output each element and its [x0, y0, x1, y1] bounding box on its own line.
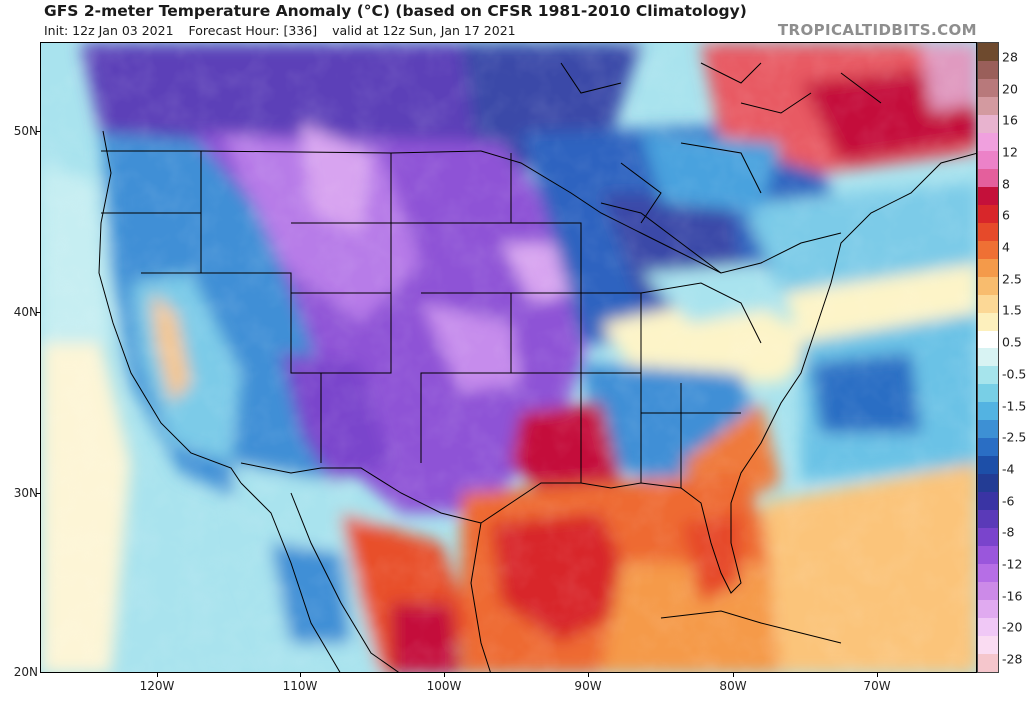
canada-islands: [560, 62, 882, 114]
colorbar-label: -0.5: [1002, 366, 1027, 382]
mexico-pacific-coast: [290, 492, 400, 672]
border-lakes: [480, 150, 842, 274]
colorbar: [977, 42, 999, 673]
colorbar-label: -2.5: [1002, 429, 1027, 445]
colorbar-swatch: [978, 582, 998, 601]
colorbar-label: 20: [1002, 81, 1018, 97]
colorbar-swatch: [978, 150, 998, 169]
field-texture: [41, 43, 976, 672]
map-title: GFS 2-meter Temperature Anomaly (°C) (ba…: [44, 2, 747, 20]
anomaly-map: [40, 42, 977, 673]
colorbar-label: 28: [1002, 49, 1018, 65]
colorbar-swatch: [978, 222, 998, 241]
boundaries: [98, 62, 976, 672]
colorbar-swatch: [978, 474, 998, 493]
great-lakes-outline: [600, 142, 762, 274]
colorbar-swatch: [978, 528, 998, 547]
lon-label-100w: 100W: [426, 679, 462, 693]
colorbar-label: -20: [1002, 619, 1023, 635]
colorbar-swatch: [978, 653, 998, 672]
colorbar-label: 0.5: [1002, 334, 1022, 350]
state-lines-central: [101, 153, 582, 463]
lon-label-120w: 120W: [139, 679, 175, 693]
colorbar-swatch: [978, 60, 998, 79]
init-time: Init: 12z Jan 03 2021: [44, 23, 174, 38]
lat-label-50n: 50N: [13, 124, 38, 138]
colorbar-swatch: [978, 402, 998, 421]
colorbar-label: -6: [1002, 493, 1015, 509]
colorbar-label: -12: [1002, 556, 1023, 572]
lon-tick: [444, 673, 445, 677]
colorbar-swatch: [978, 204, 998, 223]
baja-coastline: [240, 482, 341, 672]
mexico-gulf-coast: [470, 522, 491, 672]
lat-label-20n: 20N: [13, 665, 38, 679]
brand-watermark: TROPICALTIDBITS.COM: [777, 21, 977, 39]
colorbar-label: 1.5: [1002, 302, 1022, 318]
forecast-hour: Forecast Hour: [336]: [188, 23, 318, 38]
colorbar-label: 4: [1002, 239, 1010, 255]
colorbar-label: 2.5: [1002, 271, 1022, 287]
lon-label-90w: 90W: [574, 679, 602, 693]
colorbar-swatch: [978, 258, 998, 277]
colorbar-swatch: [978, 330, 998, 349]
lon-label-110w: 110W: [282, 679, 318, 693]
lat-label-40n: 40N: [13, 305, 38, 319]
colorbar-swatch: [978, 276, 998, 295]
colorbar-swatch: [978, 240, 998, 259]
lon-tick: [157, 673, 158, 677]
colorbar-swatch: [978, 348, 998, 367]
colorbar-swatch: [978, 618, 998, 636]
colorbar-label: -28: [1002, 651, 1023, 667]
colorbar-label: -4: [1002, 461, 1015, 477]
colorbar-swatch: [978, 438, 998, 457]
colorbar-swatch: [978, 600, 998, 618]
colorbar-swatch: [978, 312, 998, 331]
colorbar-swatch: [978, 78, 998, 97]
colorbar-swatch: [978, 420, 998, 439]
colorbar-swatch: [978, 294, 998, 313]
west-coastline: [98, 130, 242, 484]
colorbar-label: 6: [1002, 207, 1010, 223]
colorbar-label: 8: [1002, 176, 1010, 192]
map-subtitle: Init: 12z Jan 03 2021 Forecast Hour: [33…: [44, 23, 527, 38]
lat-label-30n: 30N: [13, 486, 38, 500]
colorbar-swatch: [978, 546, 998, 565]
east-coastline: [480, 153, 976, 594]
lon-tick: [733, 673, 734, 677]
colorbar-swatch: [978, 510, 998, 529]
colorbar-swatch: [978, 168, 998, 187]
colorbar-swatch: [978, 186, 998, 205]
colorbar-swatch: [978, 366, 998, 385]
colorbar-swatch: [978, 456, 998, 475]
colorbar-swatch: [978, 96, 998, 115]
cuba-outline: [660, 610, 842, 644]
lon-label-70w: 70W: [863, 679, 891, 693]
lon-label-80w: 80W: [719, 679, 747, 693]
map-canvas: [41, 43, 976, 672]
us-canada-border: [101, 150, 482, 154]
colorbar-swatch: [978, 635, 998, 654]
colorbar-swatch: [978, 384, 998, 403]
colorbar-label: 12: [1002, 144, 1018, 160]
colorbar-swatch: [978, 564, 998, 583]
lon-tick: [877, 673, 878, 677]
lon-tick: [588, 673, 589, 677]
lat-tick: [36, 493, 40, 494]
colorbar-swatch: [978, 492, 998, 511]
colorbar-label: 16: [1002, 112, 1018, 128]
us-mexico-border: [240, 462, 482, 524]
lon-tick: [300, 673, 301, 677]
lat-tick: [36, 131, 40, 132]
state-lines-west: [200, 151, 322, 463]
valid-time: valid at 12z Sun, Jan 17 2021: [332, 23, 516, 38]
colorbar-label: -16: [1002, 588, 1023, 604]
colorbar-label: -1.5: [1002, 398, 1027, 414]
colorbar-swatch: [978, 132, 998, 151]
colorbar-swatch: [978, 114, 998, 133]
lat-tick: [36, 312, 40, 313]
colorbar-label: -8: [1002, 524, 1015, 540]
state-lines-east: [580, 282, 762, 488]
colorbar-swatch: [978, 43, 998, 61]
